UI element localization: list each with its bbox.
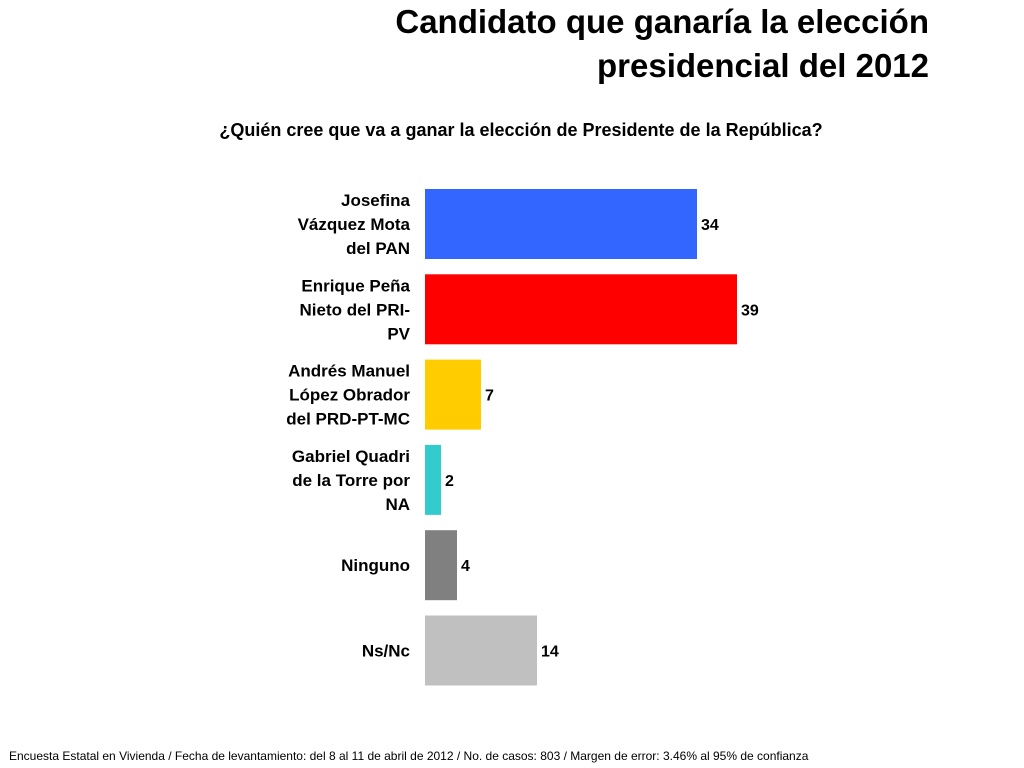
category-label-1-line-0: Enrique Peña	[301, 276, 410, 295]
survey-question: ¿Quién cree que va a ganar la elección d…	[219, 120, 823, 140]
category-label-1-line-1: Nieto del PRI-	[299, 300, 410, 319]
category-label-3-line-2: NA	[385, 495, 410, 514]
data-label-4: 4	[461, 558, 470, 575]
data-label-2: 7	[485, 388, 494, 405]
bar-1	[425, 274, 737, 345]
bar-4	[425, 530, 457, 601]
category-label-0-line-1: Vázquez Mota	[298, 215, 411, 234]
data-label-5: 14	[541, 644, 559, 661]
chart-title-line-2: presidencial del 2012	[596, 47, 929, 84]
data-label-1: 39	[741, 302, 759, 319]
survey-footnote: Encuesta Estatal en Vivienda / Fecha de …	[9, 749, 809, 763]
category-label-3-line-0: Gabriel Quadri	[292, 447, 410, 466]
chart-plot-area: 34 Josefina Vázquez Mota del PAN 39 Enrique P…	[286, 189, 759, 686]
category-label-5-line-0: Ns/Nc	[362, 642, 410, 661]
category-label-0-line-0: Josefina	[341, 191, 411, 210]
category-label-2-line-1: López Obrador	[289, 386, 410, 405]
category-label-0-line-2: del PAN	[346, 239, 410, 258]
data-label-3: 2	[445, 473, 454, 490]
category-label-1-line-2: PV	[387, 324, 410, 343]
chart-title-line-1: Candidato que ganaría la elección	[395, 3, 929, 40]
bar-0	[425, 189, 697, 259]
bar-3	[425, 444, 441, 515]
category-label-2-line-2: del PRD-PT-MC	[286, 410, 410, 429]
category-label-3-line-1: de la Torre por	[292, 471, 410, 490]
category-label-4-line-0: Ninguno	[341, 556, 410, 575]
bar-5	[425, 615, 537, 686]
data-label-0: 34	[701, 217, 719, 234]
category-label-2-line-0: Andrés Manuel	[288, 362, 410, 381]
bar-2	[425, 359, 481, 430]
chart-title: Candidato que ganaría la elección presid…	[169, 0, 929, 88]
